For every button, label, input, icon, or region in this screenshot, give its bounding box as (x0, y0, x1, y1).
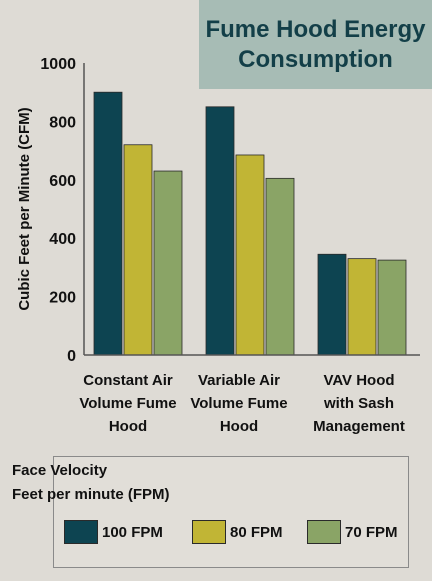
legend-title-line-1: Face Velocity (12, 462, 108, 479)
category-label-line: Volume Fume (190, 395, 288, 412)
y-tick-label: 800 (49, 114, 76, 131)
category-label-line: with Sash (323, 395, 394, 412)
bar-80-fpm-0 (123, 144, 153, 356)
y-tick-label: 200 (49, 290, 76, 307)
plot-area (93, 91, 407, 356)
legend (53, 456, 409, 568)
bar-70-fpm-2 (377, 259, 407, 356)
bar-100-fpm-1 (205, 106, 235, 356)
chart-title: Fume Hood Energy Consumption (199, 0, 432, 89)
legend-item-80-fpm: 80 FPM (192, 519, 283, 545)
y-tick-label: 400 (49, 231, 76, 248)
legend-item-100-fpm: 100 FPM (64, 519, 163, 545)
legend-swatch (192, 520, 226, 544)
category-label-line: Hood (108, 418, 148, 435)
legend-swatch (64, 520, 98, 544)
category-label-variable-air: Variable Air Volume Fume Hood (179, 369, 299, 438)
y-tick-label: 0 (67, 348, 76, 365)
legend-title-line-2: Feet per minute (FPM) (12, 486, 170, 503)
legend-label: 100 FPM (102, 523, 163, 541)
chart-title-line-2: Consumption (238, 45, 393, 73)
category-label-line: Hood (219, 418, 259, 435)
legend-item-70-fpm: 70 FPM (307, 519, 398, 545)
y-tick-labels: 0 200 400 600 800 1000 (40, 56, 76, 365)
category-label-constant-air: Constant Air Volume Fume Hood (68, 369, 188, 438)
chart-title-line-1: Fume Hood Energy (205, 15, 426, 43)
legend-label: 80 FPM (230, 523, 283, 541)
bar-100-fpm-2 (317, 253, 347, 356)
category-label-vav-hood: VAV Hood with Sash Management (299, 369, 419, 438)
y-tick-label: 1000 (40, 56, 76, 73)
category-label-line: Variable Air (198, 372, 280, 389)
bar-70-fpm-1 (265, 177, 295, 356)
bar-70-fpm-0 (153, 170, 183, 356)
category-label-line: Management (313, 418, 405, 435)
category-label-line: Volume Fume (79, 395, 177, 412)
legend-label: 70 FPM (345, 523, 398, 541)
category-label-line: VAV Hood (323, 372, 395, 389)
y-tick-label: 600 (49, 173, 76, 190)
bar-80-fpm-1 (235, 154, 265, 356)
legend-swatch (307, 520, 341, 544)
y-axis-label: Cubic Feet per Minute (CFM) (16, 107, 33, 310)
category-label-line: Constant Air (83, 372, 173, 389)
bar-100-fpm-0 (93, 91, 123, 356)
bar-80-fpm-2 (347, 258, 377, 356)
